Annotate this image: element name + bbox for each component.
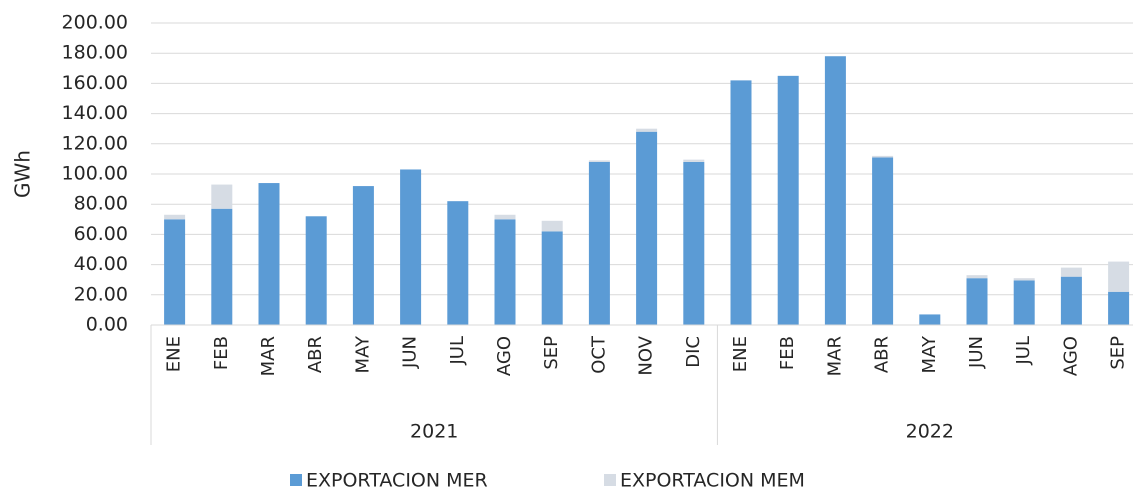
bar: [683, 160, 704, 162]
bar: [589, 162, 610, 325]
y-tick-label: 40.00: [74, 253, 128, 275]
bar: [1108, 262, 1129, 292]
legend-swatch: [604, 474, 616, 486]
bar: [872, 156, 893, 158]
bar: [872, 157, 893, 325]
bar: [967, 275, 988, 278]
bar: [1014, 280, 1035, 325]
bar: [306, 216, 327, 325]
x-tick-label: NOV: [636, 335, 657, 375]
y-tick-label: 180.00: [62, 42, 128, 64]
y-tick-label: 0.00: [86, 314, 128, 336]
bar: [778, 76, 799, 325]
bar: [731, 80, 752, 325]
x-tick-label: DIC: [683, 336, 704, 368]
bar: [495, 215, 516, 220]
x-tick-label: SEP: [541, 336, 562, 370]
x-tick-label: MAY: [919, 335, 940, 373]
bar: [259, 183, 280, 325]
chart: GWh 0.00 20.00 40.00 60.00 80.00 100.00 120.00…: [0, 0, 1133, 493]
x-tick-label: MAY: [352, 335, 373, 373]
x-tick-label: JUL: [1013, 336, 1034, 366]
bar: [164, 215, 185, 220]
y-tick-label: 20.00: [74, 283, 128, 305]
x-tick-label: AGO: [494, 336, 515, 376]
x-tick-label: ABR: [305, 336, 326, 373]
bar: [400, 169, 421, 325]
bar: [919, 314, 940, 325]
legend-swatch: [290, 474, 302, 486]
bar: [353, 186, 374, 325]
bar: [1108, 292, 1129, 325]
bar: [164, 219, 185, 325]
bar: [542, 221, 563, 232]
y-tick-label: 80.00: [74, 193, 128, 215]
bar: [636, 132, 657, 325]
bar: [495, 219, 516, 325]
x-tick-label: MAR: [824, 336, 845, 376]
bar: [967, 278, 988, 325]
x-tick-label: JUN: [966, 336, 987, 369]
x-tick-label: ABR: [872, 336, 893, 373]
y-tick-label: 160.00: [62, 72, 128, 94]
y-axis-label: GWh: [11, 150, 35, 198]
y-tick-label: 100.00: [62, 163, 128, 185]
bar: [825, 56, 846, 325]
legend-label: EXPORTACION MEM: [620, 470, 805, 492]
y-tick-label: 140.00: [62, 102, 128, 124]
x-tick-label: AGO: [1060, 336, 1081, 376]
bar: [211, 209, 232, 325]
bar: [211, 185, 232, 209]
x-tick-label: OCT: [588, 335, 609, 374]
x-tick-label: FEB: [211, 336, 232, 370]
group-label: 2021: [410, 421, 458, 443]
y-tick-label: 200.00: [62, 12, 128, 34]
x-tick-label: SEP: [1108, 336, 1129, 370]
bar: [1014, 278, 1035, 280]
group-label: 2022: [906, 421, 954, 443]
y-tick-label: 60.00: [74, 223, 128, 245]
x-tick-label: ENE: [164, 336, 185, 372]
x-tick-label: FEB: [777, 336, 798, 370]
x-tick-label: JUL: [447, 336, 468, 366]
y-tick-label: 120.00: [62, 132, 128, 154]
legend-label: EXPORTACION MER: [306, 470, 488, 492]
bar: [447, 201, 468, 325]
bar: [1061, 268, 1082, 277]
bar: [1061, 277, 1082, 325]
bar: [589, 160, 610, 162]
x-tick-label: JUN: [400, 336, 421, 369]
x-tick-label: ENE: [730, 336, 751, 372]
x-tick-label: MAR: [258, 336, 279, 376]
bar: [683, 162, 704, 325]
bar: [636, 129, 657, 132]
bar: [542, 231, 563, 325]
